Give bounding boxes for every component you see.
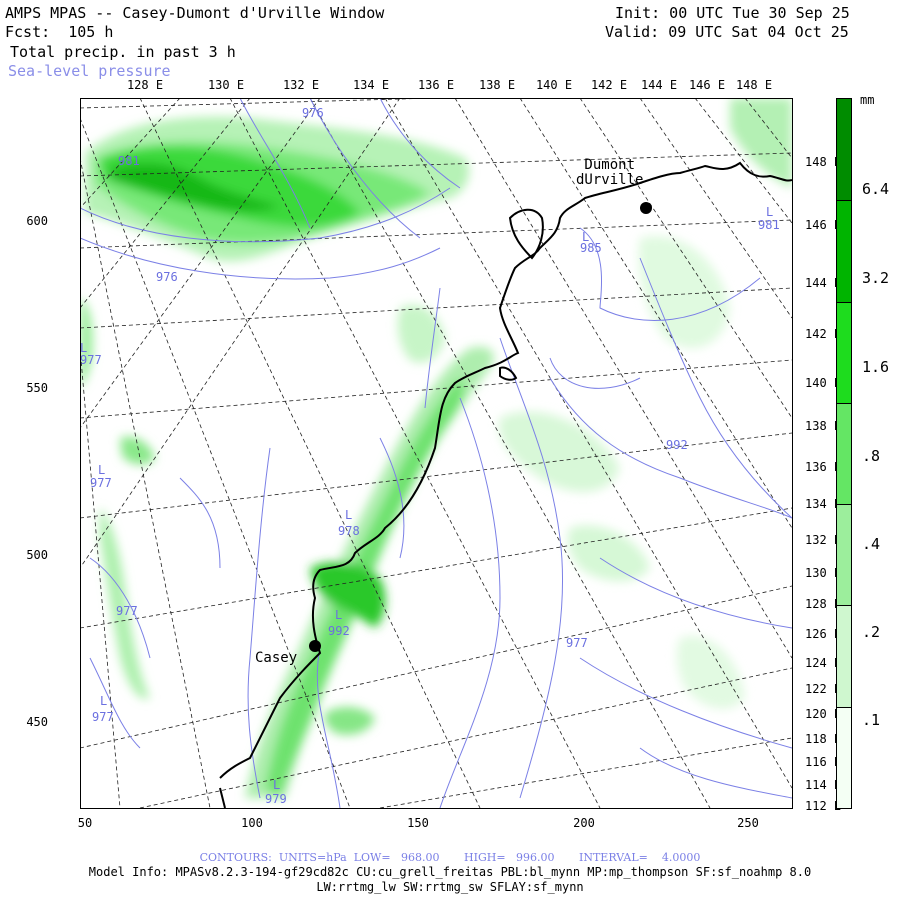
colorbar-label: 3.2 (862, 269, 890, 287)
field-name: Total precip. in past 3 h (10, 43, 236, 61)
valid-time: Valid: 09 UTC Sat 04 Oct 25 (605, 23, 849, 41)
pressure-low-marker: L (345, 508, 353, 522)
lon-label: 116 E (805, 755, 842, 769)
colorbar-scale (836, 98, 852, 809)
lon-label: 140 E (805, 376, 842, 390)
colorbar-label: .1 (862, 711, 881, 729)
lon-label: 138 E (478, 78, 516, 92)
init-time: Init: 00 UTC Tue 30 Sep 25 (615, 4, 850, 22)
pressure-label: 977 (116, 604, 138, 618)
colorbar-segment (837, 706, 851, 808)
x-tick-label: 100 (241, 816, 263, 830)
dumont-durville-label: Dumont dUrville (576, 157, 644, 188)
overlay-name: Sea-level pressure (8, 62, 171, 80)
physics-info: LW:rrtmg_lw SW:rrtmg_sw SFLAY:sf_mynn (316, 880, 584, 894)
colorbar-segment (837, 200, 851, 302)
lon-label: 148 E (805, 155, 842, 169)
colorbar-unit: mm (860, 93, 875, 107)
casey-label: Casey (255, 650, 298, 666)
y-tick-label: 600 (26, 214, 48, 228)
pressure-label: 978 (338, 524, 360, 538)
lon-label: 144 E (805, 276, 842, 290)
model-info: Model Info: MPASv8.2.3-194-gf29cd82c CU:… (88, 865, 812, 879)
lon-label: 124 E (805, 656, 842, 670)
forecast-hour: Fcst: 105 h (5, 23, 114, 41)
colorbar-label: 1.6 (862, 358, 890, 376)
pressure-label: 977 (80, 353, 102, 367)
lat-lon-grid (80, 98, 792, 808)
lon-label: 114 E (805, 778, 842, 792)
pressure-annotations: 976 981 976 L 985 L 981 L 977 L 977 L 97… (80, 98, 792, 808)
colorbar-segment (837, 99, 851, 201)
pressure-label: 981 (758, 218, 780, 232)
lon-label: 142 E (590, 78, 628, 92)
map-canvas (80, 98, 792, 808)
dumont-durville-station-marker (640, 202, 652, 214)
pressure-label: 979 (265, 792, 287, 806)
coastline (219, 161, 792, 808)
y-tick-label: 450 (26, 715, 48, 729)
lon-label: 148 E (735, 78, 773, 92)
lon-label: 130 E (805, 566, 842, 580)
colorbar-label: .8 (862, 447, 881, 465)
x-tick-label: 150 (407, 816, 429, 830)
x-tick-label: 250 (737, 816, 759, 830)
y-tick-label: 550 (26, 381, 48, 395)
pressure-low-marker: L (582, 230, 590, 244)
colorbar-segment (837, 504, 851, 606)
lon-label: 138 E (805, 419, 842, 433)
pressure-label: 976 (302, 106, 324, 120)
lon-label: 132 E (805, 533, 842, 547)
pressure-low-marker: L (273, 778, 281, 792)
lon-label: 136 E (805, 460, 842, 474)
lon-label: 118 E (805, 732, 842, 746)
lon-label: 144 E (640, 78, 678, 92)
pressure-contours (80, 98, 792, 808)
colorbar-label: 6.4 (862, 180, 890, 198)
lon-label: 146 E (688, 78, 726, 92)
lon-label: 140 E (535, 78, 573, 92)
pressure-label: 977 (566, 636, 588, 650)
pressure-low-marker: L (766, 205, 774, 219)
pressure-low-marker: L (100, 694, 108, 708)
lon-label: 126 E (805, 627, 842, 641)
lon-label: 136 E (417, 78, 455, 92)
lon-label: 146 E (805, 218, 842, 232)
pressure-label: 977 (90, 476, 112, 490)
map-title: AMPS MPAS -- Casey-Dumont d'Urville Wind… (5, 4, 385, 22)
map-panel: 976 981 976 L 985 L 981 L 977 L 977 L 97… (80, 98, 792, 808)
pressure-label: 976 (156, 270, 178, 284)
pressure-label: 985 (580, 241, 602, 255)
lon-label: 122 E (805, 682, 842, 696)
pressure-low-marker: L (335, 608, 343, 622)
x-tick-label: 200 (573, 816, 595, 830)
x-tick-label: 50 (77, 816, 93, 830)
contour-info: CONTOURS: UNITS=hPa LOW= 968.00 HIGH= 99… (199, 851, 701, 864)
colorbar-label: .4 (862, 535, 881, 553)
pressure-low-marker: L (80, 341, 88, 355)
pressure-low-marker: L (98, 463, 106, 477)
lon-label: 112 E (805, 799, 842, 813)
pressure-label: 992 (328, 624, 350, 638)
lon-label: 130 E (207, 78, 245, 92)
colorbar-segment (837, 301, 851, 403)
colorbar-label: .2 (862, 623, 881, 641)
casey-station-marker (309, 640, 321, 652)
pressure-label: 977 (92, 710, 114, 724)
lon-label: 134 E (805, 497, 842, 511)
lon-label: 120 E (805, 707, 842, 721)
lon-label: 142 E (805, 327, 842, 341)
lon-label: 128 E (126, 78, 164, 92)
pressure-label: 992 (666, 438, 688, 452)
colorbar-segment (837, 605, 851, 707)
precipitation-field (80, 98, 792, 798)
lon-label: 132 E (282, 78, 320, 92)
pressure-label: 981 (118, 154, 140, 168)
lon-label: 134 E (352, 78, 390, 92)
colorbar-segment (837, 402, 851, 505)
lon-label: 128 E (805, 597, 842, 611)
y-tick-label: 500 (26, 548, 48, 562)
